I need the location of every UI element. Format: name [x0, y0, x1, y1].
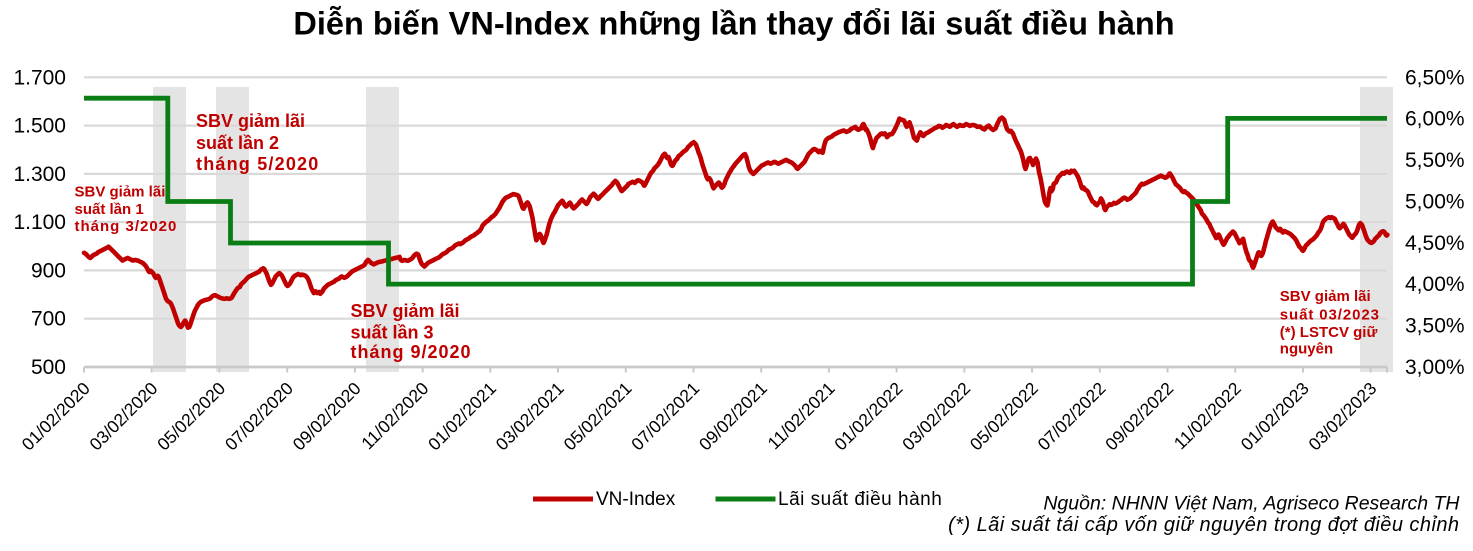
svg-text:nguyên: nguyên: [1280, 341, 1333, 358]
svg-text:6,50%: 6,50%: [1405, 66, 1465, 89]
svg-text:5,50%: 5,50%: [1405, 149, 1465, 172]
svg-text:700: 700: [31, 308, 66, 331]
svg-text:SBV giảm lãi: SBV giảm lãi: [75, 184, 166, 201]
svg-text:suất lần 2: suất lần 2: [196, 133, 279, 153]
svg-text:tháng 5/2020: tháng 5/2020: [196, 154, 319, 174]
svg-text:(*) Lãi suất tái cấp vốn giữ n: (*) Lãi suất tái cấp vốn giữ nguyên tron…: [948, 514, 1459, 536]
svg-text:1.700: 1.700: [13, 66, 66, 89]
svg-text:1.100: 1.100: [13, 211, 66, 234]
svg-text:tháng 9/2020: tháng 9/2020: [351, 342, 472, 362]
svg-text:tháng 3/2020: tháng 3/2020: [75, 218, 178, 235]
svg-text:3,00%: 3,00%: [1405, 356, 1465, 379]
svg-text:(*) LSTCV giữ: (*) LSTCV giữ: [1280, 324, 1378, 341]
svg-text:SBV giảm lãi: SBV giảm lãi: [1280, 288, 1371, 305]
svg-text:6,00%: 6,00%: [1405, 108, 1465, 131]
svg-text:5,00%: 5,00%: [1405, 190, 1465, 213]
svg-text:4,50%: 4,50%: [1405, 232, 1465, 255]
svg-text:SBV giảm lãi: SBV giảm lãi: [351, 301, 460, 321]
svg-text:3,50%: 3,50%: [1405, 315, 1465, 338]
svg-text:SBV giảm lãi: SBV giảm lãi: [196, 111, 305, 131]
svg-text:suất 03/2023: suất 03/2023: [1280, 307, 1380, 324]
svg-text:500: 500: [31, 356, 66, 379]
svg-text:Diễn biến VN-Index những lần t: Diễn biến VN-Index những lần thay đổi lã…: [293, 5, 1174, 42]
svg-text:4,00%: 4,00%: [1405, 273, 1465, 296]
svg-text:Lãi suất điều hành: Lãi suất điều hành: [778, 489, 942, 510]
svg-text:1.500: 1.500: [13, 115, 66, 138]
svg-text:suất lần 1: suất lần 1: [75, 201, 144, 218]
svg-text:suất lần 3: suất lần 3: [351, 322, 434, 342]
svg-text:900: 900: [31, 259, 66, 282]
svg-text:VN-Index: VN-Index: [596, 489, 676, 510]
svg-text:Nguồn: NHNN Việt Nam, Agriseco: Nguồn: NHNN Việt Nam, Agriseco Research …: [1043, 493, 1460, 515]
svg-text:1.300: 1.300: [13, 163, 66, 186]
